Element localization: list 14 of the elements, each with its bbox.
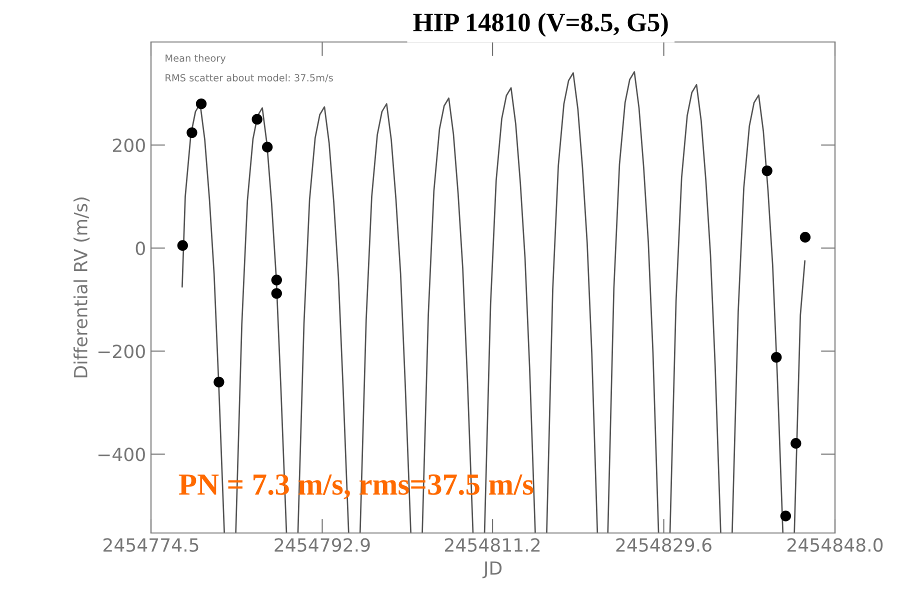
x-axis-title: JD — [482, 561, 502, 578]
y-tick-label: 0 — [136, 242, 145, 256]
y-tick-label: 200 — [113, 138, 145, 152]
y-tick-label: −400 — [98, 448, 145, 462]
x-tick-label: 2454848.0 — [788, 538, 883, 552]
chart-title: HIP 14810 (V=8.5, G5) — [413, 12, 668, 37]
y-axis-title: Differential RV (m/s) — [74, 198, 90, 378]
y-tick-label: −200 — [98, 344, 145, 358]
annotation: RMS scatter about model: 37.5m/s — [166, 74, 333, 82]
x-tick-label: 2454792.9 — [274, 538, 370, 552]
annotation: Mean theory — [166, 54, 226, 64]
x-tick-label: 2454829.6 — [616, 538, 712, 552]
x-tick-label: 2454774.5 — [104, 538, 198, 552]
x-tick-label: 2454811.2 — [445, 538, 540, 552]
